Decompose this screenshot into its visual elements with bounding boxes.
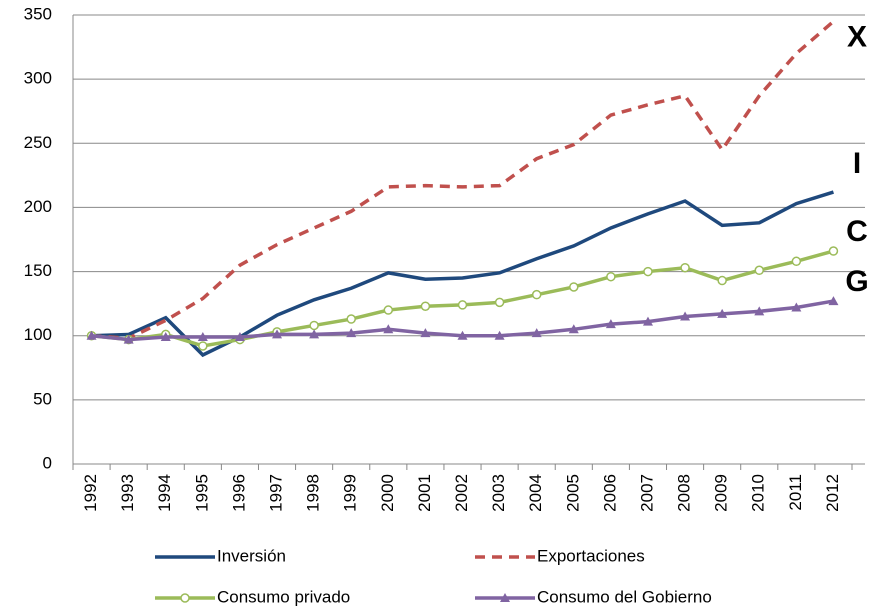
x-tick-label: 2006	[600, 474, 619, 512]
x-tick-label: 1995	[192, 474, 211, 512]
series-line	[91, 190, 834, 358]
data-point	[494, 297, 505, 308]
data-point	[531, 289, 542, 300]
data-point	[383, 305, 394, 315]
y-tick-label: 250	[24, 133, 52, 152]
series-line	[91, 20, 835, 341]
x-tick-label: 2007	[637, 474, 656, 512]
x-tick-label: 1996	[229, 474, 248, 512]
x-tick-label: 2000	[378, 474, 397, 512]
data-point	[606, 271, 616, 282]
x-tick-label: 2008	[675, 474, 694, 512]
annotation: G	[845, 265, 868, 298]
data-point	[791, 256, 802, 267]
x-tick-label: 2002	[452, 474, 471, 512]
data-point	[569, 282, 579, 292]
data-point	[828, 296, 839, 306]
y-tick-label: 350	[24, 4, 52, 23]
y-tick-label: 300	[24, 69, 52, 88]
y-tick-label: 150	[24, 261, 52, 280]
data-point	[828, 246, 839, 256]
y-tick-label: 200	[24, 197, 52, 216]
data-point	[605, 319, 616, 329]
data-point	[346, 328, 357, 338]
annotation: X	[847, 20, 867, 53]
x-tick-label: 2005	[563, 474, 582, 512]
legend-marker	[180, 593, 190, 603]
data-point	[234, 331, 245, 341]
annotation: I	[853, 147, 861, 180]
data-point	[717, 275, 727, 286]
x-tick-label: 2012	[823, 474, 842, 512]
x-tick-label: 1998	[304, 474, 323, 512]
data-point	[383, 324, 394, 334]
x-tick-label: 1999	[341, 474, 360, 512]
x-tick-label: 2004	[526, 474, 545, 512]
data-point	[420, 301, 431, 311]
x-tick-label: 1993	[118, 474, 137, 512]
data-point	[494, 330, 505, 340]
data-point	[791, 302, 802, 312]
data-point	[346, 314, 356, 324]
data-point	[643, 266, 653, 277]
data-point	[272, 329, 283, 339]
data-point	[86, 330, 97, 340]
data-point	[531, 328, 542, 338]
legend-label: Exportaciones	[537, 546, 645, 565]
data-point	[642, 316, 653, 326]
x-tick-label: 2003	[489, 474, 508, 512]
data-point	[568, 324, 579, 334]
y-tick-label: 100	[24, 325, 52, 344]
data-point	[123, 334, 134, 344]
data-point	[680, 311, 691, 321]
data-point	[754, 306, 765, 316]
x-tick-label: 2010	[749, 474, 768, 512]
legend-label: Consumo del Gobierno	[537, 587, 712, 606]
data-point	[457, 330, 468, 340]
x-tick-label: 1994	[155, 474, 174, 512]
data-point	[197, 331, 208, 341]
data-point	[457, 300, 468, 310]
data-point	[680, 262, 690, 273]
legend-label: Consumo privado	[217, 587, 350, 606]
x-tick-label: 1992	[81, 474, 100, 512]
data-point	[160, 331, 171, 341]
y-tick-label: 0	[43, 453, 52, 472]
x-tick-label: 2011	[786, 474, 805, 511]
y-tick-label: 50	[33, 389, 52, 408]
x-tick-label: 1997	[267, 474, 286, 512]
x-tick-label: 2009	[712, 474, 731, 512]
data-point	[717, 308, 728, 318]
data-point	[198, 341, 208, 351]
legend-marker	[500, 593, 510, 602]
data-point	[309, 329, 320, 339]
annotation: C	[846, 215, 868, 248]
data-point	[420, 328, 431, 338]
x-tick-label: 2001	[415, 474, 434, 512]
legend-label: Inversión	[217, 546, 286, 565]
data-point	[309, 320, 319, 331]
data-point	[754, 265, 765, 276]
